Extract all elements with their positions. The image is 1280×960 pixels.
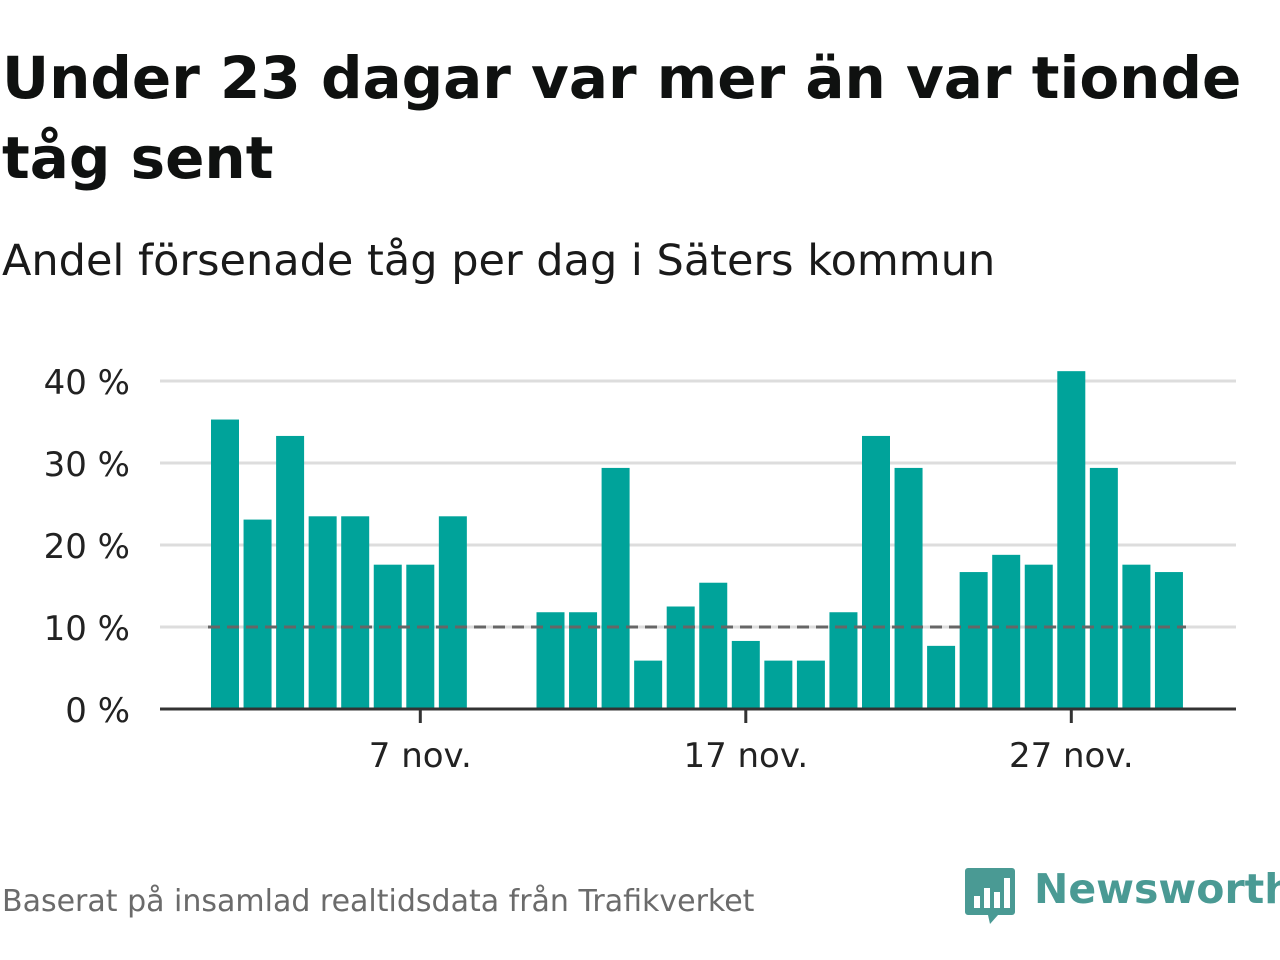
bar — [1057, 371, 1086, 709]
bar — [764, 660, 793, 709]
bar — [959, 572, 988, 709]
bar — [927, 645, 956, 709]
gridlines — [160, 379, 1236, 629]
bar — [634, 660, 663, 709]
bar — [666, 606, 695, 709]
bar — [243, 519, 272, 709]
y-tick-label: 20 % — [44, 527, 130, 567]
y-tick-label: 40 % — [44, 363, 130, 403]
bar — [796, 660, 825, 709]
x-tick-label: 7 nov. — [369, 736, 472, 776]
bar — [276, 435, 305, 709]
bar — [1122, 564, 1151, 709]
bar — [1154, 572, 1183, 709]
bar — [894, 467, 923, 709]
bar — [406, 564, 435, 709]
x-axis-ticks: 7 nov. 17 nov. 27 nov. — [369, 709, 1134, 776]
bar — [699, 582, 728, 709]
brand-name: Newsworthy — [1034, 865, 1280, 913]
bar — [373, 564, 402, 709]
bar — [731, 640, 760, 709]
bar — [992, 554, 1021, 709]
bar-chart: 0 % 10 % 20 % 30 % 40 % 7 nov. 17 nov. 27 nov. — [44, 363, 1236, 776]
y-axis-ticks: 0 % 10 % 20 % 30 % 40 % — [44, 363, 130, 731]
y-tick-label: 30 % — [44, 445, 130, 485]
y-tick-label: 0 % — [65, 691, 130, 731]
brand-logo[interactable]: Newsworthy — [964, 862, 1280, 932]
chart-title: Under 23 dagar var mer än var tionde tåg… — [2, 44, 1242, 192]
y-tick-label: 10 % — [44, 609, 130, 649]
bar — [1089, 467, 1118, 709]
bar — [308, 516, 337, 709]
bars — [211, 371, 1183, 709]
bar — [341, 516, 370, 709]
x-tick-label: 27 nov. — [1009, 736, 1134, 776]
chart-subtitle: Andel försenade tåg per dag i Säters kom… — [2, 236, 996, 286]
bar — [862, 435, 890, 709]
bar-chart-speech-bubble-icon — [965, 868, 1015, 924]
bar — [211, 419, 239, 709]
source-note: Baserat på insamlad realtidsdata från Tr… — [2, 884, 755, 919]
bar — [601, 467, 630, 709]
bar — [438, 516, 467, 709]
bar — [1024, 564, 1053, 709]
x-tick-label: 17 nov. — [683, 736, 808, 776]
